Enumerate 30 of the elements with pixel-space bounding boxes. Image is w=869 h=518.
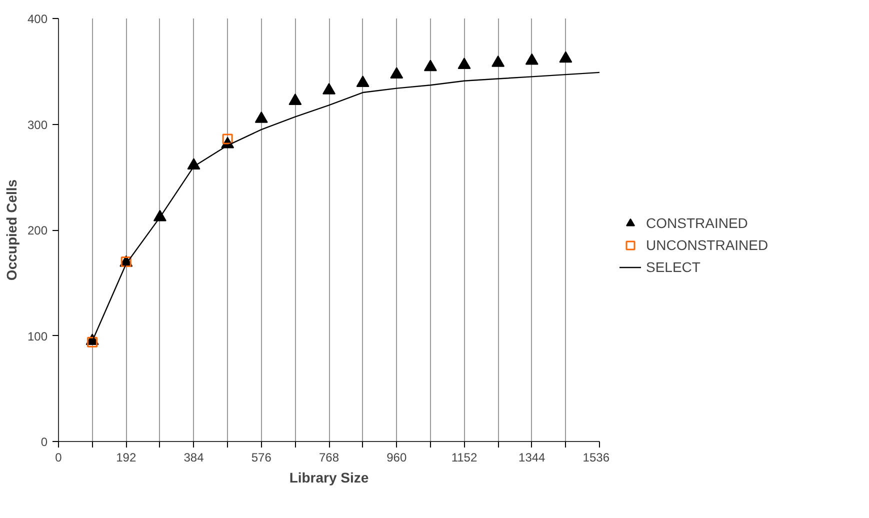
x-tick-label: 960 xyxy=(386,450,407,464)
point xyxy=(87,336,98,348)
legend-label: SELECT xyxy=(646,258,700,274)
point xyxy=(458,58,471,69)
point xyxy=(424,60,437,72)
legend-label: CONSTRAINED xyxy=(646,214,748,230)
x-tick-label: 576 xyxy=(251,450,272,464)
x-tick-label: 1536 xyxy=(582,450,610,464)
x-tick-label: 1152 xyxy=(451,450,478,464)
point xyxy=(322,82,336,94)
x-tick-label: 1344 xyxy=(518,450,546,464)
y-tick-label: 400 xyxy=(27,12,48,26)
x-tick-label: 0 xyxy=(55,450,62,464)
point xyxy=(492,55,505,67)
point xyxy=(356,76,370,87)
y-tick-label: 0 xyxy=(40,435,48,449)
y-tick-label: 300 xyxy=(27,118,48,132)
point xyxy=(254,112,268,123)
point xyxy=(559,51,572,63)
legend-label: UNCONSTRAINED xyxy=(646,236,768,252)
x-tick-label: 384 xyxy=(184,450,204,464)
x-tick-label: 192 xyxy=(116,450,136,464)
x-tick-label: 768 xyxy=(318,450,340,464)
y-tick-label: 200 xyxy=(27,224,48,238)
x-axis-title: Library Size xyxy=(289,470,369,486)
y-tick-label: 100 xyxy=(27,329,48,344)
point xyxy=(390,67,404,79)
point xyxy=(525,53,538,65)
y-axis-title: Occupied Cells xyxy=(3,179,20,281)
point xyxy=(288,94,302,105)
